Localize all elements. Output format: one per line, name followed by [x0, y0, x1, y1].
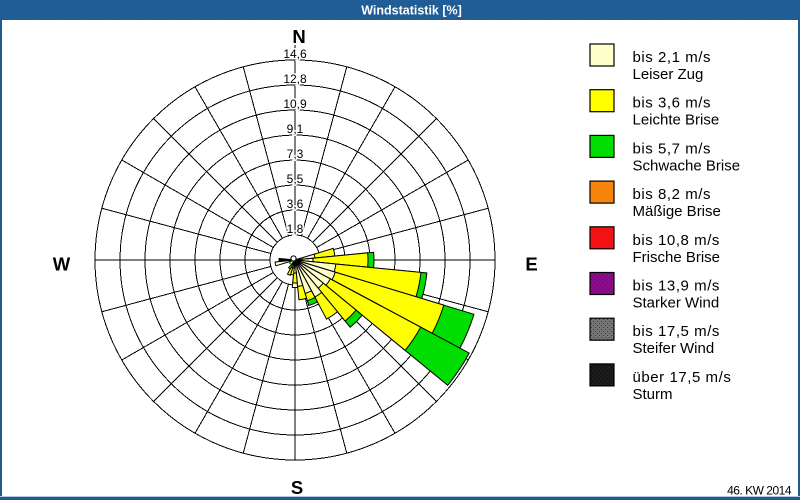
- svg-text:S: S: [291, 477, 303, 498]
- svg-text:7,3: 7,3: [287, 147, 304, 161]
- svg-text:14,6: 14,6: [283, 47, 307, 61]
- svg-text:bis 13,9 m/s: bis 13,9 m/s: [633, 278, 720, 295]
- svg-text:5,5: 5,5: [287, 172, 304, 186]
- svg-text:bis 10,8 m/s: bis 10,8 m/s: [633, 232, 720, 249]
- svg-text:über 17,5 m/s: über 17,5 m/s: [633, 369, 732, 386]
- svg-text:N: N: [292, 26, 305, 47]
- svg-text:46. KW 2014: 46. KW 2014: [727, 484, 792, 498]
- svg-text:10,9: 10,9: [283, 97, 307, 111]
- svg-text:bis 17,5 m/s: bis 17,5 m/s: [633, 323, 720, 340]
- svg-text:bis 2,1 m/s: bis 2,1 m/s: [633, 49, 712, 66]
- svg-text:12,8: 12,8: [283, 72, 307, 86]
- svg-text:Schwache Brise: Schwache Brise: [633, 157, 741, 174]
- svg-text:Mäßige Brise: Mäßige Brise: [633, 203, 721, 220]
- svg-text:bis 5,7 m/s: bis 5,7 m/s: [633, 140, 712, 157]
- svg-text:Frische Brise: Frische Brise: [633, 249, 721, 266]
- svg-text:Leichte Brise: Leichte Brise: [633, 112, 720, 129]
- svg-text:Leiser Zug: Leiser Zug: [633, 66, 704, 83]
- svg-text:E: E: [525, 254, 537, 275]
- svg-text:W: W: [53, 254, 71, 275]
- svg-text:bis 8,2 m/s: bis 8,2 m/s: [633, 186, 712, 203]
- svg-text:9,1: 9,1: [287, 122, 304, 136]
- svg-text:Windstatistik [%]: Windstatistik [%]: [361, 4, 462, 18]
- svg-text:Starker Wind: Starker Wind: [633, 295, 720, 312]
- svg-text:3,6: 3,6: [287, 197, 304, 211]
- svg-text:1,8: 1,8: [287, 222, 304, 236]
- svg-text:Steifer Wind: Steifer Wind: [633, 340, 715, 357]
- svg-text:Sturm: Sturm: [633, 386, 673, 403]
- svg-text:bis 3,6 m/s: bis 3,6 m/s: [633, 95, 712, 112]
